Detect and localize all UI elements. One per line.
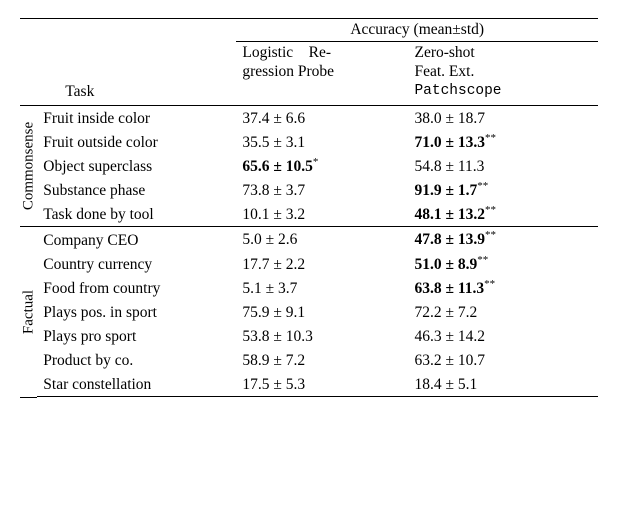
task-cell: Star constellation [37,372,236,397]
method2-header: Zero-shot Feat. Ext. Patchscope [408,42,598,106]
accuracy-super-header: Accuracy (mean±std) [236,19,598,42]
m2-cell: 91.9 ± 1.7** [408,178,598,202]
m2-cell: 54.8 ± 11.3 [408,154,598,178]
m1-cell: 73.8 ± 3.7 [236,178,408,202]
m1-cell: 5.0 ± 2.6 [236,227,408,252]
m2-cell: 18.4 ± 5.1 [408,372,598,397]
category-label: Commonsense [20,122,37,210]
spacer-cell [20,397,37,398]
task-cell: Country currency [37,252,236,276]
task-cell: Product by co. [37,348,236,372]
method2-line3: Patchscope [414,83,501,99]
m2-cell: 71.0 ± 13.3** [408,130,598,154]
m1-cell: 5.1 ± 3.7 [236,276,408,300]
task-cell: Company CEO [37,227,236,252]
m1-cell: 75.9 ± 9.1 [236,300,408,324]
method1-line1b: Re- [309,44,331,61]
m2-cell: 48.1 ± 13.2** [408,202,598,227]
m2-cell: 51.0 ± 8.9** [408,252,598,276]
task-cell: Food from country [37,276,236,300]
method1-line2: gression Probe [242,63,334,80]
m2-cell: 63.8 ± 11.3** [408,276,598,300]
task-cell: Task done by tool [37,202,236,227]
m1-cell: 37.4 ± 6.6 [236,105,408,130]
task-cell: Substance phase [37,178,236,202]
method1-header: Logistic Re- gression Probe [236,42,408,106]
spacer-cell [20,19,37,42]
category-factual: Factual [20,227,37,397]
results-table: Accuracy (mean±std) Task Logistic Re- gr… [20,18,598,398]
m2-cell: 63.2 ± 10.7 [408,348,598,372]
m2-cell: 47.8 ± 13.9** [408,227,598,252]
task-cell: Object superclass [37,154,236,178]
method1-line1: Logistic [242,44,293,61]
task-column-header: Task [37,42,236,106]
m2-cell: 38.0 ± 18.7 [408,105,598,130]
spacer-cell [37,19,236,42]
m2-cell: 72.2 ± 7.2 [408,300,598,324]
task-cell: Fruit inside color [37,105,236,130]
category-commonsense: Commonsense [20,105,37,227]
task-cell: Fruit outside color [37,130,236,154]
spacer-cell [20,42,37,106]
m1-cell: 10.1 ± 3.2 [236,202,408,227]
task-cell: Plays pro sport [37,324,236,348]
m1-cell: 65.6 ± 10.5* [236,154,408,178]
category-label: Factual [20,290,37,334]
m1-cell: 17.7 ± 2.2 [236,252,408,276]
m1-cell: 53.8 ± 10.3 [236,324,408,348]
m1-cell: 35.5 ± 3.1 [236,130,408,154]
m1-cell: 17.5 ± 5.3 [236,372,408,397]
m1-cell: 58.9 ± 7.2 [236,348,408,372]
method2-line1: Zero-shot [414,44,474,61]
method2-line2: Feat. Ext. [414,63,474,80]
task-cell: Plays pos. in sport [37,300,236,324]
m2-cell: 46.3 ± 14.2 [408,324,598,348]
